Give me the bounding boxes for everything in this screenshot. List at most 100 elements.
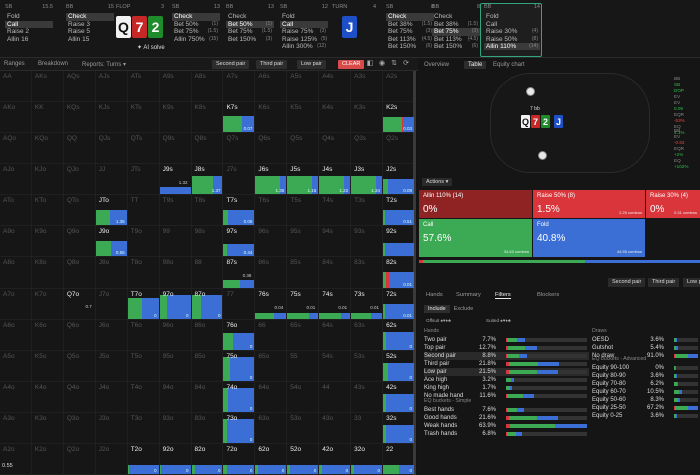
suit-icons[interactable]: ♠♥♦♣ <box>499 318 511 323</box>
hand-cell[interactable]: 82o 0 <box>191 443 224 475</box>
hand-cell[interactable]: QQ <box>63 133 96 165</box>
hand-cell[interactable]: 64o <box>255 381 288 413</box>
hand-cell[interactable]: 96s <box>255 226 288 258</box>
filter-row[interactable]: Equity 70-80 6.2% <box>592 380 700 388</box>
hand-cell[interactable]: J6s 1.35 <box>255 164 288 196</box>
hand-cell[interactable]: J3s 1.34 <box>351 164 384 196</box>
filter-tab[interactable]: Summary <box>456 292 481 298</box>
hand-cell[interactable]: KK <box>31 102 64 134</box>
action-option[interactable]: Raise 50% (8) <box>484 36 540 43</box>
filter-row[interactable]: Top pair 12.7% <box>424 344 589 352</box>
action-option[interactable]: Raise 3 <box>66 21 114 28</box>
hand-cell[interactable]: T4o <box>127 381 160 413</box>
hand-cell[interactable]: A2s <box>383 71 415 103</box>
hand-cell[interactable]: 99 <box>159 226 192 258</box>
filter-row[interactable]: Equity 80-90 3.6% <box>592 372 700 380</box>
filter-row[interactable]: Trash hands 6.8% <box>424 430 589 438</box>
action-option[interactable]: Call <box>280 20 328 29</box>
hand-cell[interactable]: 43o <box>319 412 352 444</box>
hand-cell[interactable]: JTs <box>127 164 160 196</box>
panel-splitter[interactable] <box>413 71 416 475</box>
hand-cell[interactable]: A3o <box>0 412 32 444</box>
hand-cell[interactable]: 94o <box>159 381 192 413</box>
hand-cell[interactable]: 75o 0 <box>223 350 256 382</box>
hand-cell[interactable]: K2o <box>31 443 64 475</box>
hand-cell[interactable]: 42o 0 <box>319 443 352 475</box>
action-summary-box[interactable]: Allin 110% (14) 0% <box>419 190 532 218</box>
circle-icon[interactable]: ◉ <box>378 60 386 67</box>
hand-cell[interactable]: T3s <box>351 195 384 227</box>
hand-cell[interactable]: 66 <box>255 319 288 351</box>
layout-icon[interactable]: ◧ <box>366 60 374 67</box>
hand-cell[interactable]: Q5o <box>63 350 96 382</box>
hand-cell[interactable]: K4s <box>319 102 352 134</box>
toolbar-tab[interactable]: Breakdown <box>38 61 69 67</box>
action-option[interactable]: Check <box>66 13 114 21</box>
action-option[interactable]: Raise 30% (4) <box>484 28 540 35</box>
hand-cell[interactable]: 52s 0 <box>383 350 415 382</box>
hand-cell[interactable]: 85o <box>191 350 224 382</box>
hand-cell[interactable]: Q4s <box>319 133 352 165</box>
filter-tab[interactable]: Hands <box>426 292 443 298</box>
action-option[interactable]: Bet 150% (3) <box>226 36 274 43</box>
hand-cell[interactable]: K3o <box>31 412 64 444</box>
hand-cell[interactable]: Q8o <box>63 257 96 289</box>
hand-cell[interactable]: J2s 0.09 <box>383 164 415 196</box>
hand-cell[interactable]: 86s <box>255 257 288 289</box>
hand-cell[interactable]: 22 0 <box>383 443 415 475</box>
hand-cell[interactable]: J7s <box>223 164 256 196</box>
right-tab[interactable]: Overview <box>424 62 450 68</box>
hand-cell[interactable]: AKs <box>31 71 64 103</box>
hand-cell[interactable]: AKo <box>0 102 32 134</box>
toolbar-tab[interactable]: Reports: Turns ▾ <box>82 62 127 68</box>
hand-cell[interactable]: 94s <box>319 226 352 258</box>
hand-cell[interactable]: Q6s <box>255 133 288 165</box>
filter-row[interactable]: No draw 91.0% <box>592 352 700 360</box>
hand-cell[interactable]: 97s 0.44 <box>223 226 256 258</box>
clear-button[interactable]: CLEAR <box>338 60 365 69</box>
action-summary-box[interactable]: Raise 50% (8) 1.5% 2.25 combos <box>533 190 645 218</box>
action-option[interactable]: Check <box>226 13 274 20</box>
hand-cell[interactable]: 95o <box>159 350 192 382</box>
hand-cell[interactable]: K6o <box>31 319 64 351</box>
hand-cell[interactable]: T7s 0.05 <box>223 195 256 227</box>
hand-cell[interactable]: 73s 0.01 <box>351 288 384 320</box>
filter-row[interactable]: Weak hands 63.9% <box>424 422 589 430</box>
hand-cell[interactable]: Q9o <box>63 226 96 258</box>
refresh-icon[interactable]: ⟳ <box>403 60 409 67</box>
hand-cell[interactable]: 84s <box>319 257 352 289</box>
hand-cell[interactable]: T2s 0.51 <box>383 195 415 227</box>
filter-row[interactable]: Best hands 7.6% <box>424 406 589 414</box>
hand-cell[interactable]: 92s <box>383 226 415 258</box>
hand-cell[interactable]: KJo <box>31 164 64 196</box>
hand-cell[interactable]: 86o <box>191 319 224 351</box>
action-option[interactable]: Bet 113% (4.5) <box>386 36 434 43</box>
hand-cell[interactable]: 43s <box>351 381 384 413</box>
hand-cell[interactable]: 55 <box>287 350 320 382</box>
hand-cell[interactable]: 92o 0 <box>159 443 192 475</box>
action-option[interactable]: Allin 300% (12) <box>280 43 328 50</box>
filter-row[interactable]: Third pair 21.8% <box>424 360 589 368</box>
hand-cell[interactable]: Q3s <box>351 133 384 165</box>
action-option[interactable]: Allin 15 <box>66 36 114 43</box>
filter-row[interactable]: No made hand 11.6% <box>424 392 589 400</box>
hand-cell[interactable]: 63s <box>351 319 384 351</box>
hand-cell[interactable]: 42s 0 <box>383 381 415 413</box>
hand-cell[interactable]: QJo <box>63 164 96 196</box>
hand-cell[interactable]: T9s <box>159 195 192 227</box>
actions-dropdown[interactable]: Actions ▾ <box>422 178 453 186</box>
hand-cell[interactable]: A7s <box>223 71 256 103</box>
filter-row[interactable]: OESD 3.6% <box>592 336 700 344</box>
filter-tab[interactable]: Blockers <box>537 292 560 298</box>
hand-cell[interactable]: T3o <box>127 412 160 444</box>
hand-cell[interactable]: 98s <box>191 226 224 258</box>
hand-cell[interactable]: T8o <box>127 257 160 289</box>
filter-tab[interactable]: Filters <box>495 292 511 299</box>
action-option[interactable]: Check <box>432 13 480 20</box>
hand-cell[interactable]: A7o <box>0 288 32 320</box>
board-card[interactable]: 7 <box>132 16 147 38</box>
hand-cell[interactable]: 83s <box>351 257 384 289</box>
hand-cell[interactable]: J8o <box>95 257 128 289</box>
sb-seat[interactable] <box>526 87 535 96</box>
hand-cell[interactable]: J5s 1.16 <box>287 164 320 196</box>
